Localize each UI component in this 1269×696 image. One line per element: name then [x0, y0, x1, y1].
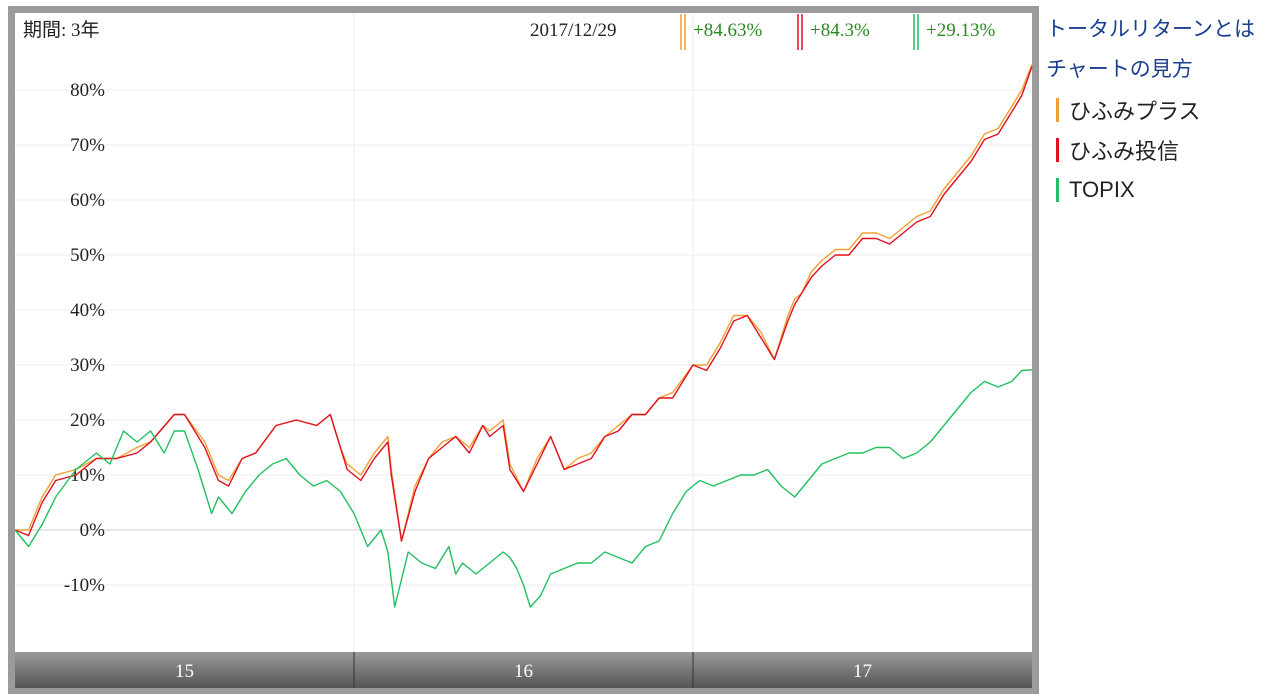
y-tick-label: 20%	[70, 410, 105, 431]
y-tick-label: 50%	[70, 245, 105, 266]
y-tick-label: 70%	[70, 135, 105, 156]
legend-swatch	[1056, 98, 1059, 122]
series-line	[14, 369, 1033, 608]
cursor-date: 2017/12/29	[530, 20, 617, 41]
legend-swatch	[1056, 138, 1059, 162]
y-tick-label: 60%	[70, 190, 105, 211]
series-layer	[14, 64, 1033, 608]
total-return-link[interactable]: トータルリターンとは	[1046, 18, 1255, 41]
legend-item[interactable]: TOPIX	[1046, 170, 1269, 210]
x-tick-label: 17	[853, 661, 872, 682]
header-value: +29.13%	[926, 20, 995, 41]
legend-label: TOPIX	[1069, 177, 1135, 202]
legend: ひふみプラス ひふみ投信 TOPIX	[1046, 90, 1269, 210]
y-tick-label: 80%	[70, 80, 105, 101]
legend-item[interactable]: ひふみ投信	[1046, 130, 1269, 170]
period-label: 期間: 3年	[23, 19, 100, 41]
x-axis-bar: 15 16 17	[15, 652, 1032, 688]
chart-header: 期間: 3年 2017/12/29 +84.63% +84.3% +29.13%	[23, 14, 995, 50]
legend-item[interactable]: ひふみプラス	[1046, 90, 1269, 130]
y-axis-labels: 80% 70% 60% 50% 40% 30% 20% 10% 0% -10%	[64, 80, 105, 596]
plot-background	[15, 13, 1032, 652]
legend-label: ひふみ投信	[1069, 139, 1180, 164]
y-tick-label: 30%	[70, 355, 105, 376]
y-tick-label: 10%	[70, 465, 105, 486]
chart-guide-link[interactable]: チャートの見方	[1046, 58, 1193, 81]
series-line	[14, 66, 1033, 542]
line-chart: 80% 70% 60% 50% 40% 30% 20% 10% 0% -10% 期間: 3年 20…	[14, 13, 1033, 688]
series-line	[15, 64, 1033, 542]
x-tick-label: 16	[514, 661, 533, 682]
chart-frame: 80% 70% 60% 50% 40% 30% 20% 10% 0% -10% 期間: 3年 20…	[8, 6, 1039, 694]
y-tick-label: 0%	[80, 520, 106, 541]
x-axis-band	[15, 652, 1032, 688]
header-value: +84.63%	[693, 20, 762, 41]
grid-layer	[15, 13, 1032, 652]
legend-label: ひふみプラス	[1069, 99, 1201, 124]
side-panel: トータルリターンとは チャートの見方 ひふみプラス ひふみ投信 TOPIX	[1046, 10, 1269, 210]
y-tick-label: 40%	[70, 300, 105, 321]
x-tick-label: 15	[175, 661, 194, 682]
header-values: +84.63% +84.3% +29.13%	[680, 14, 995, 50]
y-tick-label: -10%	[64, 575, 105, 596]
legend-swatch	[1056, 178, 1059, 202]
header-value: +84.3%	[810, 20, 870, 41]
